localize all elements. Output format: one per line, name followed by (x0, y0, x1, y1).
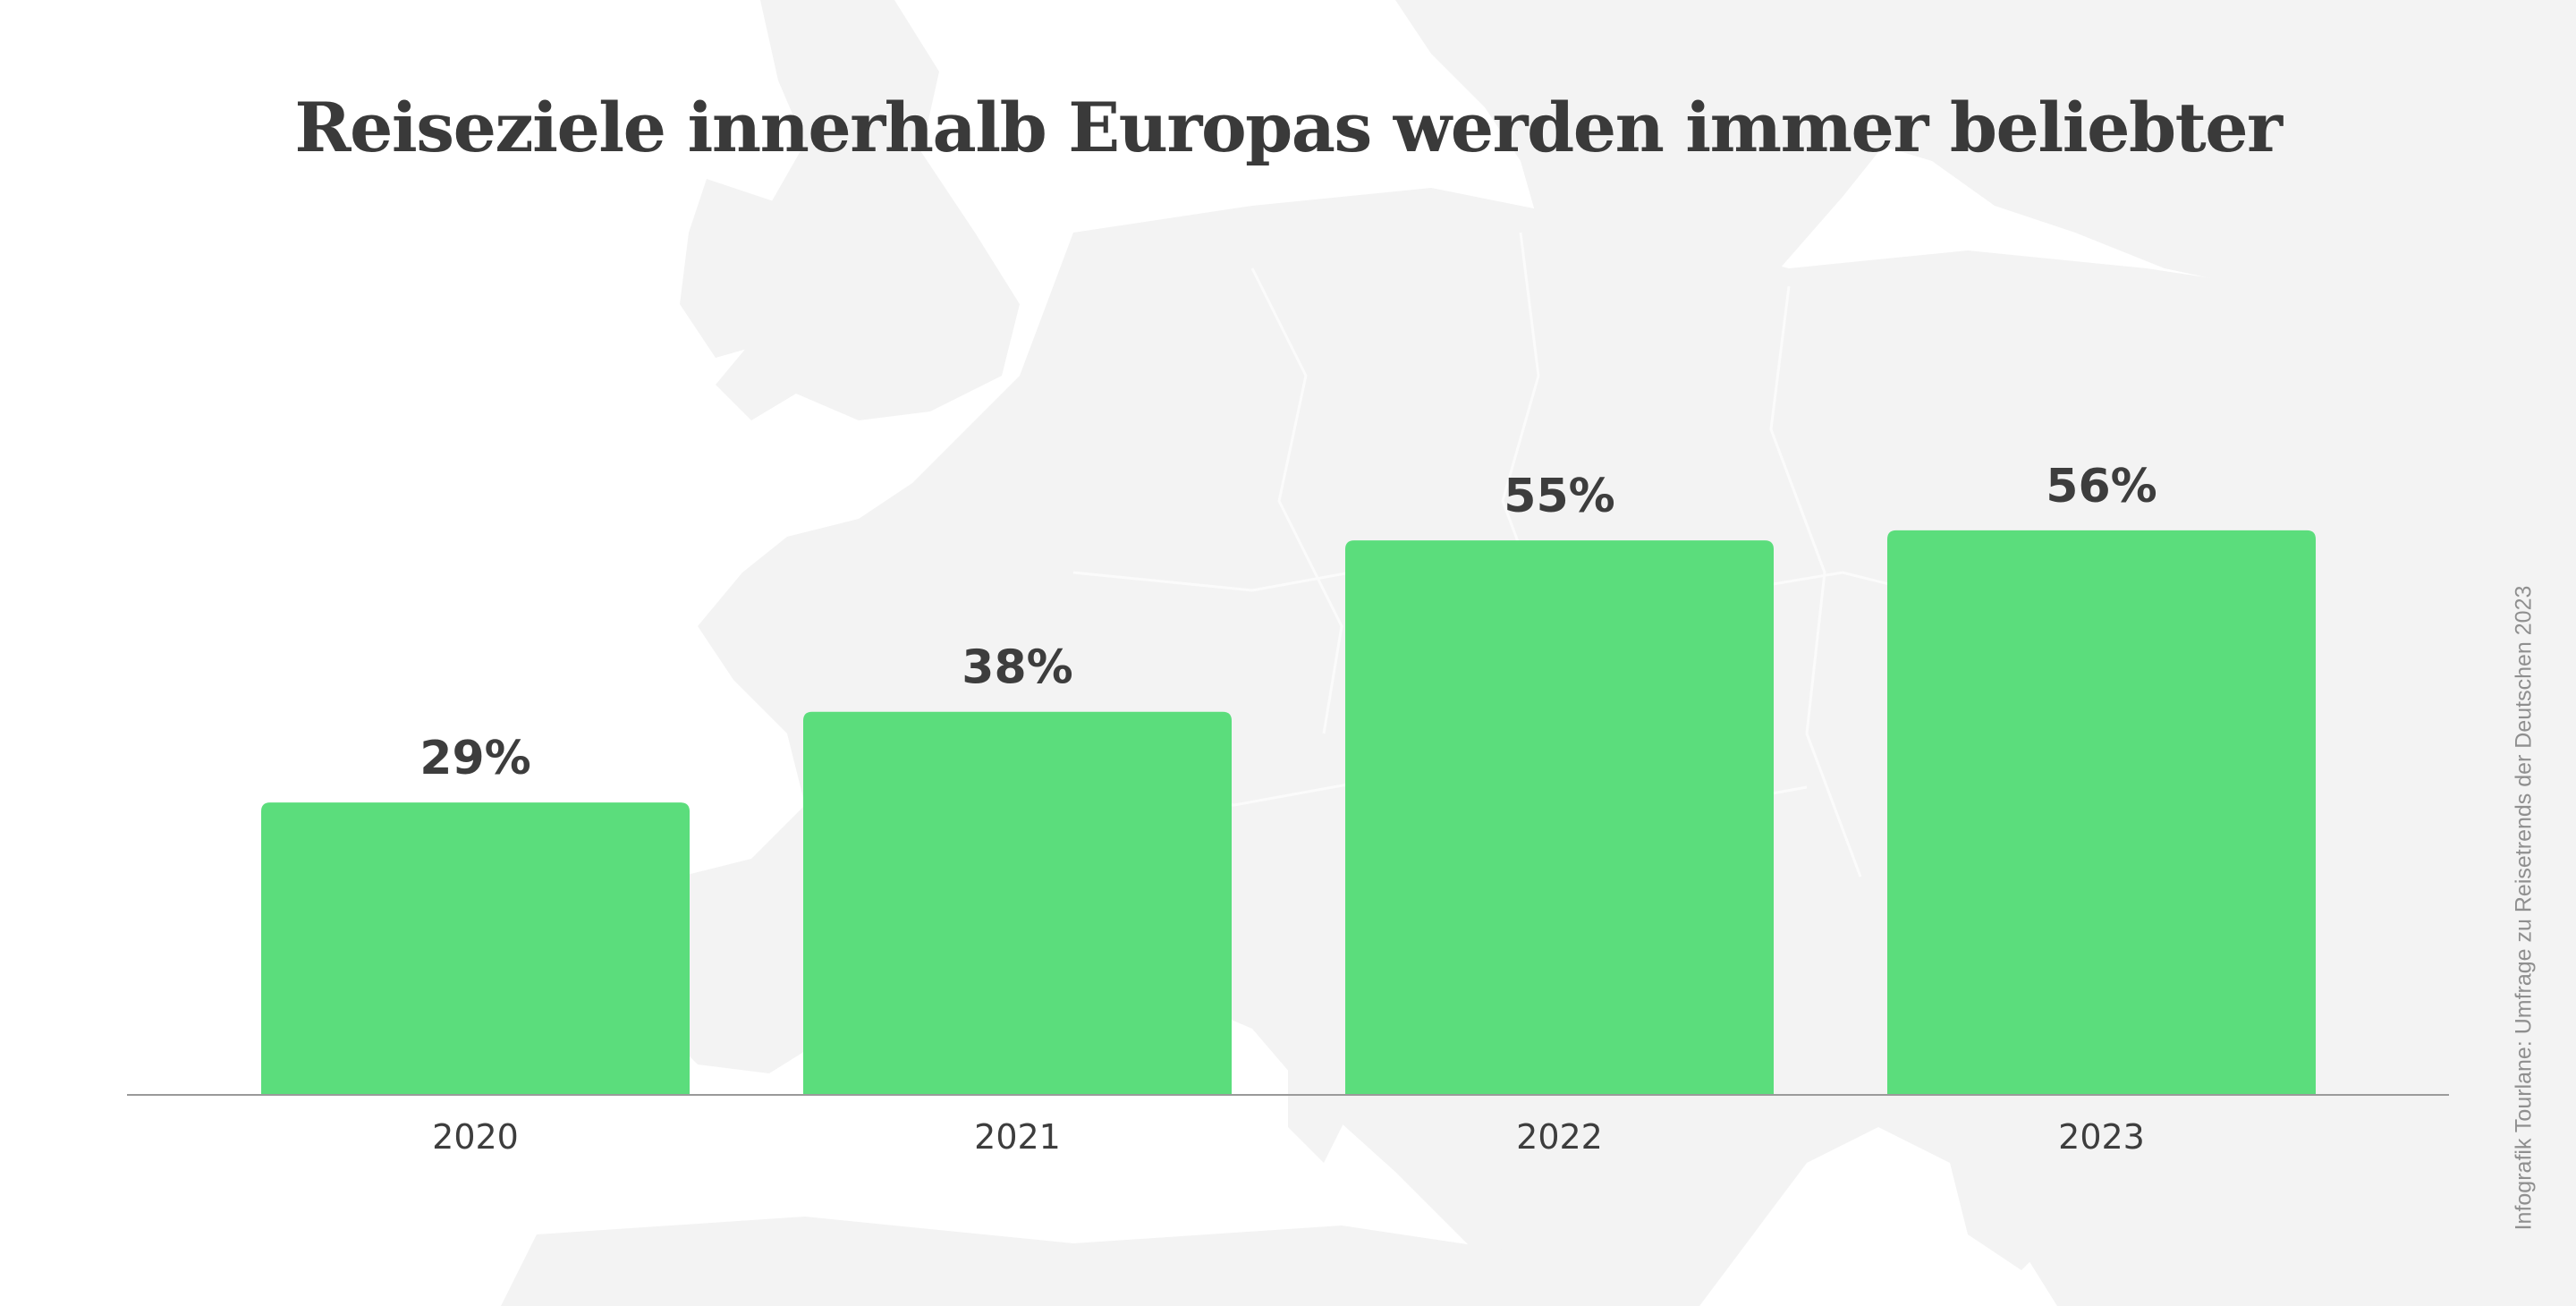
value-label-2023: 56% (2046, 460, 2157, 513)
value-labels-group: 29% 38% 55% 56% (419, 460, 2157, 785)
bar-2022 (1345, 540, 1774, 1095)
value-label-2021: 38% (962, 641, 1072, 695)
chart-title: Reiseziele innerhalb Europas werden imme… (294, 88, 2283, 167)
bar-2023 (1887, 530, 2316, 1095)
bar-2020 (261, 802, 690, 1095)
bars-group (261, 530, 2316, 1095)
value-label-2020: 29% (419, 732, 530, 785)
source-note: Infografik Tourlane: Umfrage zu Reisetre… (2511, 585, 2537, 1231)
x-tick-label-2022: 2022 (1516, 1117, 1603, 1157)
x-tick-label-2020: 2020 (432, 1117, 519, 1157)
x-tick-labels-group: 2020 2021 2022 2023 (432, 1117, 2145, 1157)
x-tick-label-2021: 2021 (974, 1117, 1061, 1157)
bar-2021 (803, 711, 1232, 1095)
x-tick-label-2023: 2023 (2058, 1117, 2145, 1157)
value-label-2022: 55% (1504, 470, 1614, 523)
